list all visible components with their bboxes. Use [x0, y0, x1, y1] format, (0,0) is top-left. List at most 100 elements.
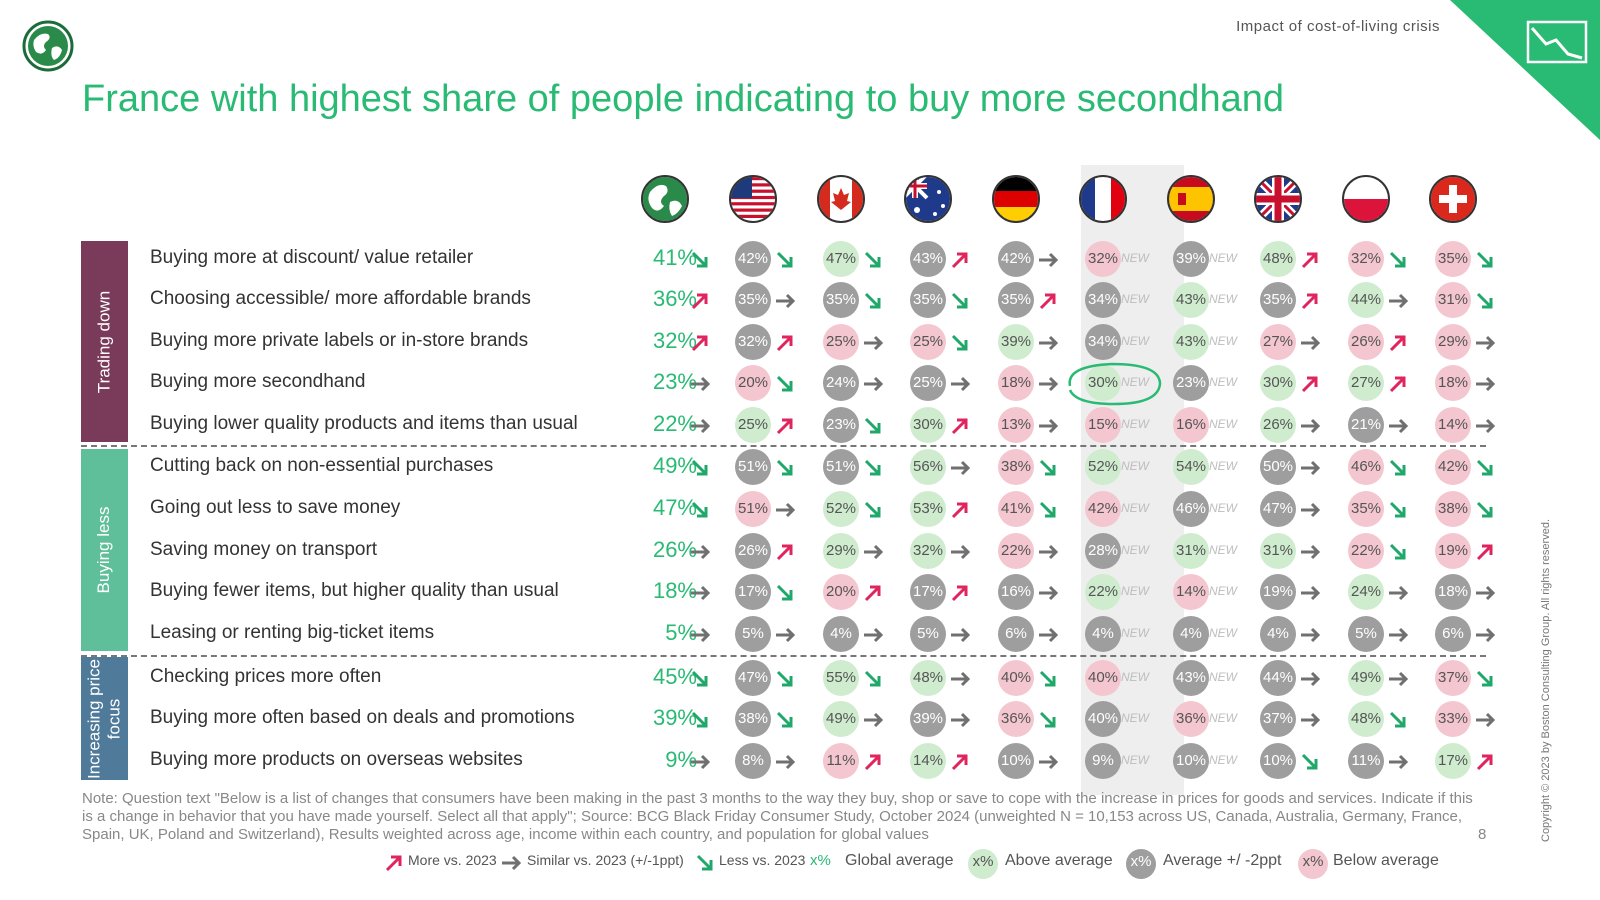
cell-circle: [1348, 407, 1384, 443]
legend-below-chip: [1298, 849, 1328, 879]
global-trend-arrow-icon: [691, 627, 711, 643]
trend-less-arrow-icon: [1039, 711, 1056, 728]
cell-value: 37%: [1262, 710, 1294, 727]
legend-above-chip: [968, 849, 998, 879]
spain-flag-icon: [1167, 175, 1215, 223]
cell-circle: [998, 743, 1034, 779]
legend-average-label: Average +/ -2ppt: [1163, 852, 1282, 869]
global-trend-arrow-icon: [691, 711, 708, 728]
cell-value: 35%: [912, 291, 944, 308]
section-label-0: Trading down: [94, 290, 113, 393]
cell-circle: [1348, 574, 1384, 610]
cell-circle: [735, 533, 771, 569]
switzerland-flag-icon: [1429, 175, 1477, 223]
global-trend-arrow-icon: [691, 418, 711, 434]
cell-circle: [823, 449, 859, 485]
cell-circle: [1348, 449, 1384, 485]
cell-value: 26%: [1262, 416, 1294, 433]
cell-circle: [1348, 743, 1384, 779]
usa-flag-icon: [729, 175, 777, 223]
cell-value: 25%: [912, 374, 944, 391]
cell-circle: [1260, 241, 1296, 277]
cell-value: 31%: [1437, 291, 1469, 308]
trend-less-arrow-icon: [951, 292, 968, 309]
new-tag: NEW: [1209, 292, 1237, 306]
cell-value: 48%: [1350, 710, 1382, 727]
cell-value: 42%: [737, 250, 769, 267]
cell-circle: [823, 701, 859, 737]
cell-value: 21%: [1350, 416, 1382, 433]
cell-circle: [1085, 449, 1121, 485]
cell-value: 22%: [1350, 542, 1382, 559]
cell-circle: [1435, 449, 1471, 485]
cell-value: 4%: [830, 625, 852, 642]
trend-less-arrow-icon: [776, 459, 793, 476]
cell-value: 40%: [1000, 669, 1032, 686]
cell-value: 18%: [1437, 374, 1469, 391]
cell-circle: [1435, 701, 1471, 737]
trend-less-arrow-icon: [864, 251, 881, 268]
new-tag: NEW: [1121, 251, 1149, 265]
cell-value: 33%: [1437, 710, 1469, 727]
cell-value: 10%: [1262, 752, 1294, 769]
trend-more-arrow-icon: [864, 754, 881, 771]
trend-less-arrow-icon: [864, 459, 881, 476]
cell-circle: [823, 491, 859, 527]
cell-circle: [735, 241, 771, 277]
cell-value: 15%: [1087, 416, 1119, 433]
trend-similar-arrow-icon: [951, 460, 971, 476]
header-tag: Impact of cost-of-living crisis: [1236, 18, 1440, 35]
row-label: Buying more secondhand: [150, 371, 366, 392]
global-value: 41%: [652, 245, 697, 270]
trend-similar-arrow-icon: [1301, 460, 1321, 476]
cell-circle: [823, 533, 859, 569]
trend-more-arrow-icon: [1301, 293, 1318, 310]
trend-less-arrow-icon: [864, 417, 881, 434]
cell-circle: [1348, 491, 1384, 527]
trend-similar-arrow-icon: [951, 376, 971, 392]
cell-circle: [1435, 743, 1471, 779]
new-tag: NEW: [1121, 375, 1149, 389]
cell-value: 42%: [1000, 250, 1032, 267]
cell-circle: [1173, 449, 1209, 485]
cell-value: 32%: [737, 333, 769, 350]
cell-value: 49%: [1350, 669, 1382, 686]
cell-circle: [1348, 282, 1384, 318]
trend-less-arrow-icon: [1039, 501, 1056, 518]
cell-circle: [1260, 491, 1296, 527]
new-tag: NEW: [1121, 753, 1149, 767]
cell-value: 10%: [1175, 752, 1207, 769]
trend-similar-arrow-icon: [864, 712, 884, 728]
global-value: 39%: [652, 705, 697, 730]
cell-circle: [735, 743, 771, 779]
cell-circle: [998, 241, 1034, 277]
cell-circle: [910, 491, 946, 527]
cell-circle: [998, 616, 1034, 652]
cell-value: 23%: [825, 416, 857, 433]
france-flag-icon: [1079, 175, 1127, 223]
trend-less-arrow-icon: [1389, 459, 1406, 476]
cell-circle: [1173, 241, 1209, 277]
cell-circle: [735, 324, 771, 360]
cell-circle: [1085, 660, 1121, 696]
trend-less-arrow-icon: [776, 584, 793, 601]
cell-value: 47%: [825, 250, 857, 267]
cell-value: 51%: [737, 500, 769, 517]
trend-similar-arrow-icon: [864, 627, 884, 643]
trend-less-arrow-icon: [1301, 753, 1318, 770]
cell-circle: [910, 660, 946, 696]
cell-value: 39%: [1000, 333, 1032, 350]
cell-value: 40%: [1087, 710, 1119, 727]
new-tag: NEW: [1121, 292, 1149, 306]
cell-circle: [1173, 701, 1209, 737]
trend-similar-arrow-icon: [1476, 712, 1496, 728]
globe-icon: [641, 175, 689, 223]
cell-value: 31%: [1175, 542, 1207, 559]
trend-similar-arrow-icon: [1301, 544, 1321, 560]
legend-more-label: More vs. 2023: [408, 852, 497, 868]
trend-similar-arrow-icon: [864, 335, 884, 351]
cell-circle: [1348, 324, 1384, 360]
section-label-1: Buying less: [94, 506, 113, 594]
new-tag: NEW: [1121, 334, 1149, 348]
trend-more-arrow-icon: [864, 585, 881, 602]
